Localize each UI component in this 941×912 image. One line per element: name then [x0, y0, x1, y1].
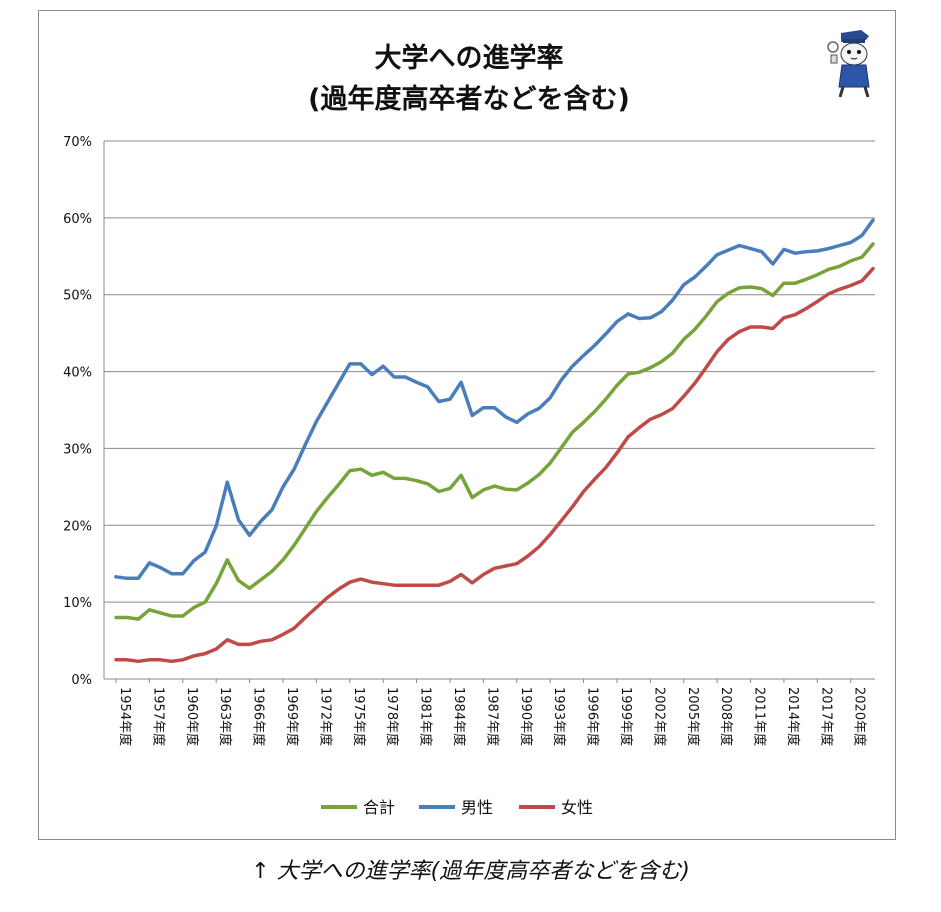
chart-title-line-2: (過年度高卒者などを含む) — [308, 83, 630, 115]
x-tick-label: 2020年度 — [852, 687, 868, 746]
x-tick-label: 1957年度 — [150, 687, 166, 746]
x-tick-label: 1987年度 — [484, 687, 500, 746]
y-axis-ticks: 0% 10% 20% 30% 40% 50% 60% 70% — [63, 135, 92, 688]
legend-label: 合計 — [363, 798, 395, 817]
x-tick-label: 2002年度 — [651, 687, 667, 746]
x-tick-label: 2011年度 — [752, 687, 768, 746]
x-tick-label: 1954年度 — [117, 687, 133, 746]
legend-label: 男性 — [461, 798, 493, 817]
x-tick-label: 2017年度 — [818, 687, 834, 746]
x-tick-label: 1972年度 — [317, 687, 333, 746]
x-tick-label: 2008年度 — [718, 687, 734, 746]
series-lines — [114, 218, 875, 664]
x-tick-label: 1969年度 — [284, 687, 300, 746]
chart-title-line-1: 大学への進学率 — [375, 42, 564, 74]
x-tick-label: 1963年度 — [217, 687, 233, 746]
x-tick-label: 1984年度 — [451, 687, 467, 746]
x-tick-label: 2005年度 — [685, 687, 701, 746]
x-tick-label: 1978年度 — [384, 687, 400, 746]
x-tick-label: 1966年度 — [251, 687, 267, 746]
y-tick-label: 60% — [63, 212, 92, 227]
y-tick-label: 70% — [63, 135, 92, 150]
y-tick-label: 40% — [63, 366, 92, 381]
y-tick-label: 50% — [63, 289, 92, 304]
x-tick-label: 1960年度 — [184, 687, 200, 746]
page-caption: ↑ 大学への進学率(過年度高卒者などを含む) — [251, 859, 690, 884]
series-line-女性 — [114, 266, 875, 664]
series-line-合計 — [114, 242, 875, 621]
x-tick-label: 1999年度 — [618, 687, 634, 746]
chart-frame: 大学への進学率 (過年度高卒者などを含む) 0% 10% 20% 30% 40% 50% 6… — [38, 10, 896, 840]
legend: 合計 男性 女性 — [321, 798, 593, 817]
x-tick-label: 1975年度 — [351, 687, 367, 746]
x-tick-label: 1996年度 — [585, 687, 601, 746]
y-tick-label: 10% — [63, 596, 92, 611]
grid-lines — [103, 140, 875, 680]
x-axis-ticks: 1954年度 1957年度 1960年度 1963年度 1966年度 1969年度 1972… — [115, 679, 868, 746]
y-tick-label: 20% — [63, 519, 92, 534]
series-line-男性 — [114, 218, 875, 581]
x-tick-label: 1993年度 — [551, 687, 567, 746]
y-tick-label: 0% — [71, 673, 92, 688]
x-tick-label: 2014年度 — [785, 687, 801, 746]
line-chart: 大学への進学率 (過年度高卒者などを含む) 0% 10% 20% 30% 40% 50% 6… — [63, 30, 875, 817]
legend-label: 女性 — [561, 798, 593, 817]
x-tick-label: 1981年度 — [418, 687, 434, 746]
y-tick-label: 30% — [63, 442, 92, 457]
cat-mascot-icon — [827, 30, 870, 98]
x-tick-label: 1990年度 — [518, 687, 534, 746]
